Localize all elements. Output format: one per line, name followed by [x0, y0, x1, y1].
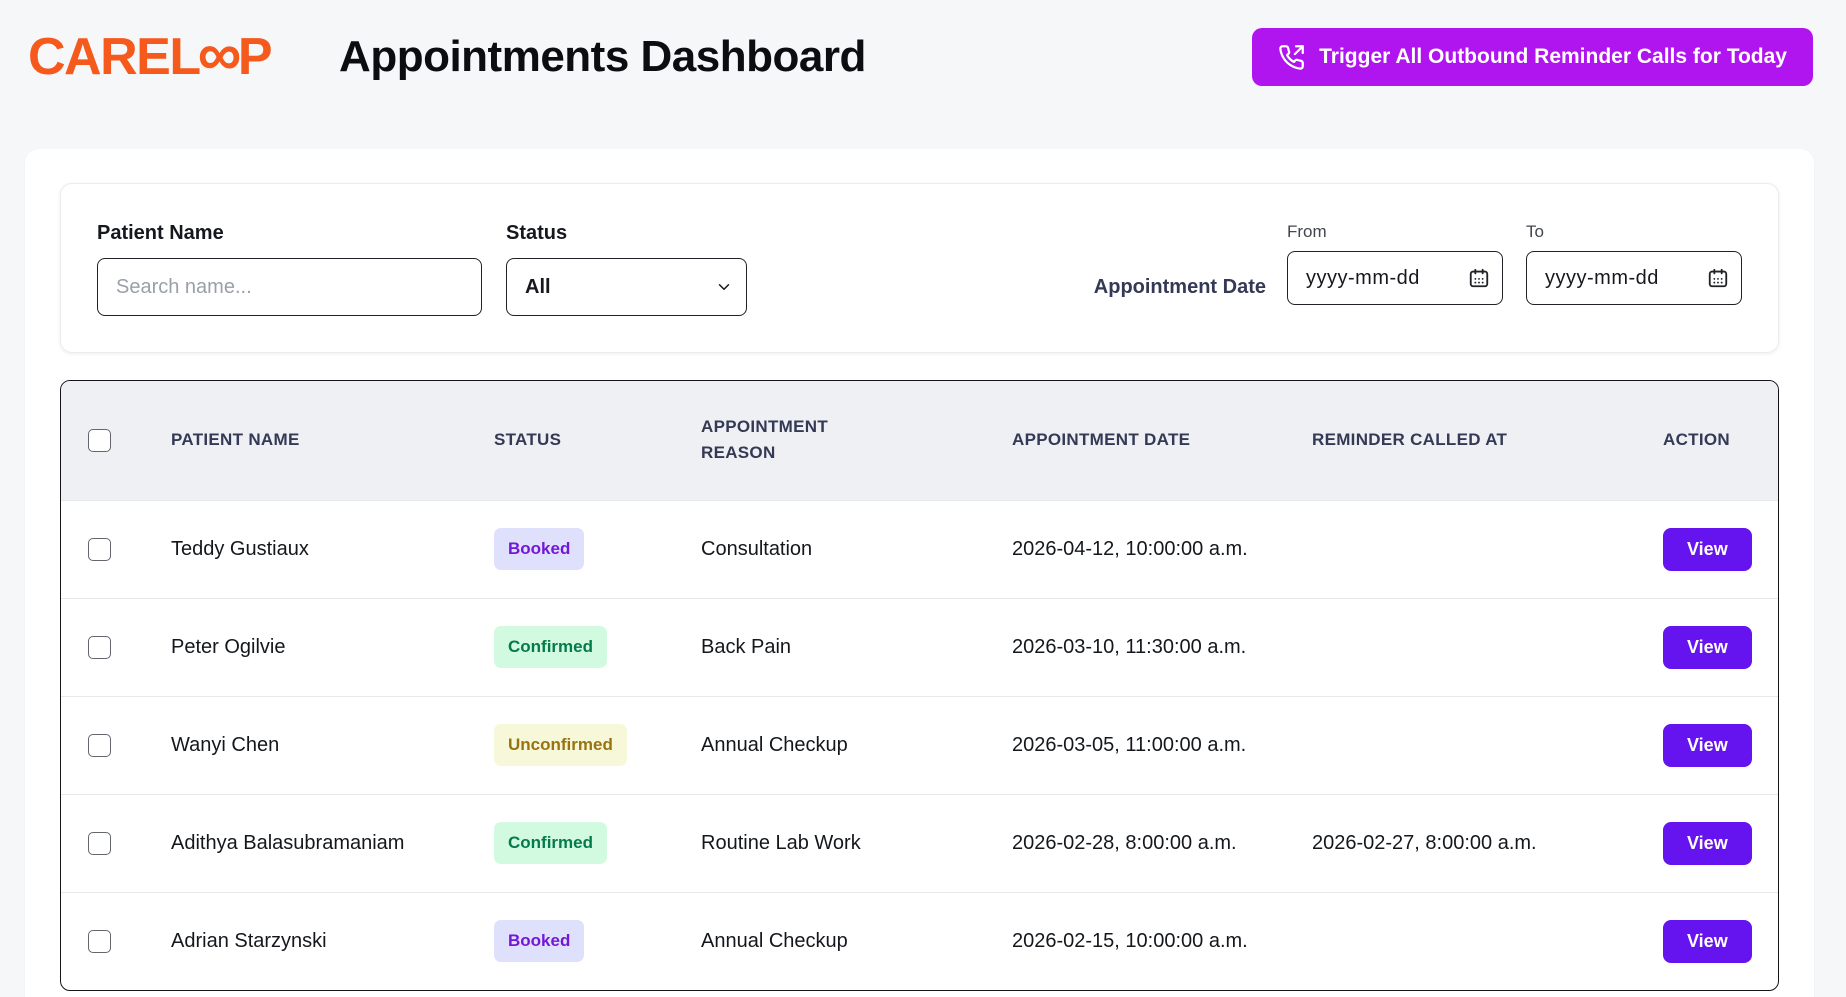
date-from-input[interactable] — [1287, 251, 1503, 305]
reminder-called-at-cell — [1288, 500, 1639, 598]
status-badge: Confirmed — [494, 626, 607, 669]
filter-panel: Patient Name Status All Appointment Date… — [60, 183, 1779, 353]
table-row: Peter Ogilvie Confirmed Back Pain 2026-0… — [61, 598, 1778, 696]
careloop-logo: CAREL ∞ P — [28, 20, 273, 90]
status-cell: Confirmed — [470, 598, 677, 696]
column-header: PATIENT NAME — [171, 430, 300, 450]
appointment-reason-cell: Routine Lab Work — [701, 831, 861, 854]
status-cell: Confirmed — [470, 794, 677, 892]
status-label: Status — [506, 222, 568, 244]
date-from-group: From — [1287, 222, 1503, 305]
reminder-called-at-cell — [1288, 696, 1639, 794]
page-title: Appointments Dashboard — [339, 32, 866, 81]
status-cell: Booked — [470, 500, 677, 598]
action-cell: View — [1639, 696, 1778, 794]
patient-name-label: Patient Name — [97, 222, 224, 244]
row-checkbox[interactable] — [88, 929, 111, 953]
table-row: Teddy Gustiaux Booked Consultation 2026-… — [61, 500, 1778, 598]
appointments-table-card: PATIENT NAME STATUS APPOINTMENT REASON APPO… — [60, 380, 1779, 991]
date-to-input[interactable] — [1526, 251, 1742, 305]
table-header-row: PATIENT NAME STATUS APPOINTMENT REASON APPO… — [61, 381, 1778, 501]
row-checkbox-cell — [61, 598, 147, 696]
status-badge: Unconfirmed — [494, 724, 627, 767]
date-from-wrap — [1287, 251, 1503, 305]
appointment-reason-cell: Annual Checkup — [701, 929, 848, 952]
column-header: ACTION — [1663, 430, 1730, 450]
row-checkbox-cell — [61, 696, 147, 794]
view-button[interactable]: View — [1663, 625, 1752, 669]
select-all-header-cell — [61, 381, 147, 500]
patient-name-filter: Patient Name — [97, 222, 482, 316]
row-checkbox[interactable] — [88, 733, 111, 757]
table-row: Wanyi Chen Unconfirmed Annual Checkup 20… — [61, 696, 1778, 794]
action-cell: View — [1639, 500, 1778, 598]
to-label: To — [1526, 222, 1544, 241]
row-checkbox-cell — [61, 892, 147, 990]
from-label: From — [1287, 222, 1327, 241]
appointments-table: PATIENT NAME STATUS APPOINTMENT REASON APPO… — [61, 381, 1778, 990]
view-button[interactable]: View — [1663, 723, 1752, 767]
row-checkbox[interactable] — [88, 831, 111, 855]
date-to-group: To — [1526, 222, 1742, 305]
reminder-called-at-cell — [1288, 598, 1639, 696]
status-filter: Status All — [506, 222, 747, 316]
row-checkbox[interactable] — [88, 537, 111, 561]
status-cell: Booked — [470, 892, 677, 990]
date-to-wrap — [1526, 251, 1742, 305]
row-checkbox-cell — [61, 500, 147, 598]
trigger-button-label: Trigger All Outbound Reminder Calls for … — [1319, 45, 1787, 68]
trigger-reminder-calls-button[interactable]: Trigger All Outbound Reminder Calls for … — [1252, 28, 1813, 86]
appointment-reason-cell: Annual Checkup — [701, 733, 848, 756]
view-button[interactable]: View — [1663, 527, 1752, 571]
status-badge: Booked — [494, 528, 585, 571]
patient-name-cell: Teddy Gustiaux — [171, 537, 309, 560]
column-header: REMINDER CALLED AT — [1312, 430, 1508, 450]
column-header: STATUS — [494, 430, 562, 450]
row-checkbox-cell — [61, 794, 147, 892]
phone-outgoing-icon — [1278, 44, 1305, 71]
reminder-called-at-cell: 2026-02-27, 8:00:00 a.m. — [1312, 831, 1537, 854]
view-button[interactable]: View — [1663, 919, 1752, 963]
reminder-called-at-cell — [1288, 892, 1639, 990]
app-header: CAREL ∞ P Appointments Dashboard Trigger A… — [0, 0, 1846, 114]
patient-name-cell: Adrian Starzynski — [171, 929, 327, 952]
table-row: Adithya Balasubramaniam Confirmed Routin… — [61, 794, 1778, 892]
status-badge: Booked — [494, 920, 585, 963]
status-select[interactable]: All — [506, 258, 747, 316]
content-wrapper: Patient Name Status All Appointment Date… — [25, 149, 1814, 997]
appointment-reason-cell: Consultation — [701, 537, 813, 560]
patient-name-cell: Peter Ogilvie — [171, 635, 286, 658]
appointment-date-cell: 2026-03-10, 11:30:00 a.m. — [1012, 635, 1247, 658]
patient-name-search-input[interactable] — [97, 258, 482, 316]
status-select-wrap: All — [506, 258, 747, 316]
row-checkbox[interactable] — [88, 635, 111, 659]
appointment-date-filter-label: Appointment Date — [1093, 276, 1266, 298]
view-button[interactable]: View — [1663, 821, 1752, 865]
table-body: Teddy Gustiaux Booked Consultation 2026-… — [61, 500, 1778, 990]
status-cell: Unconfirmed — [470, 696, 677, 794]
column-header: APPOINTMENT DATE — [1012, 430, 1191, 450]
select-all-checkbox[interactable] — [88, 428, 111, 452]
logo-text-right: P — [237, 28, 273, 86]
action-cell: View — [1639, 892, 1778, 990]
patient-name-cell: Adithya Balasubramaniam — [171, 831, 405, 854]
appointment-date-cell: 2026-02-15, 10:00:00 a.m. — [1012, 929, 1248, 952]
appointment-date-cell: 2026-04-12, 10:00:00 a.m. — [1012, 537, 1248, 560]
status-badge: Confirmed — [494, 822, 607, 865]
logo-text-left: CAREL — [28, 28, 201, 86]
column-header-label: APPOINTMENT REASON — [701, 417, 829, 463]
appointment-date-cell: 2026-03-05, 11:00:00 a.m. — [1012, 733, 1247, 756]
action-cell: View — [1639, 794, 1778, 892]
appointment-date-cell: 2026-02-28, 8:00:00 a.m. — [1012, 831, 1237, 854]
appointment-reason-cell: Back Pain — [701, 635, 792, 658]
patient-name-cell: Wanyi Chen — [171, 733, 280, 756]
action-cell: View — [1639, 598, 1778, 696]
infinity-loop-icon: ∞ — [197, 20, 242, 90]
table-row: Adrian Starzynski Booked Annual Checkup … — [61, 892, 1778, 990]
column-header: APPOINTMENT REASON — [677, 381, 988, 500]
